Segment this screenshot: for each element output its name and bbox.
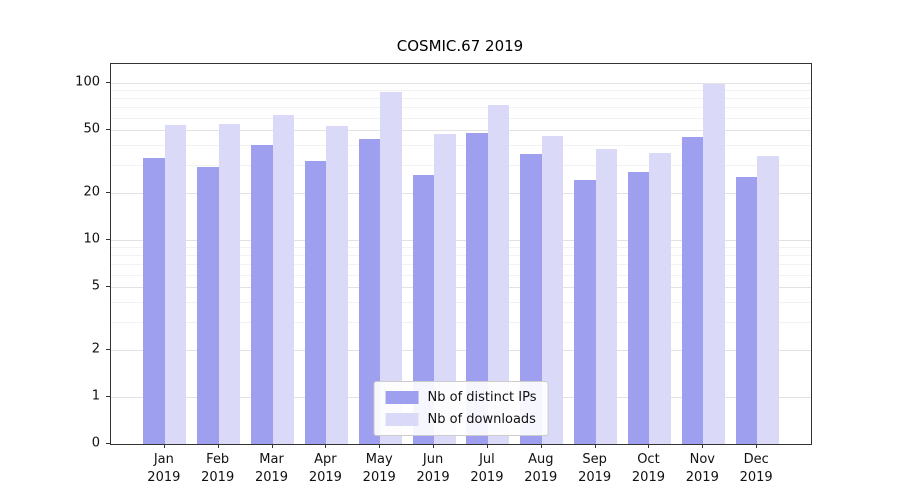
xtick-mark-may (379, 444, 381, 448)
ytick-label-50: 50 (83, 121, 100, 137)
ytick-label-20: 20 (83, 184, 100, 200)
xtick-label-oct: Oct 2019 (631, 452, 665, 485)
gridline-major-5 (111, 287, 811, 289)
xtick-label-aug: Aug 2019 (524, 452, 558, 485)
xtick-label-feb: Feb 2019 (201, 452, 235, 485)
legend-swatch-downloads (385, 413, 419, 426)
chart-title: COSMIC.67 2019 (396, 37, 524, 55)
gridline-major-20 (111, 192, 811, 194)
bar-downloads-feb (218, 123, 241, 444)
bar-distinct-ips-feb (197, 167, 219, 444)
xtick-mark-mar (271, 444, 273, 448)
xtick-mark-feb (217, 444, 219, 448)
ytick-mark-50 (106, 129, 110, 131)
ytick-label-2: 2 (91, 341, 100, 357)
gridline-minor-40 (111, 145, 811, 147)
xtick-mark-jan (163, 444, 165, 448)
bar-downloads-mar (272, 115, 295, 444)
legend: Nb of distinct IPs Nb of downloads (373, 381, 549, 436)
bar-downloads-nov (703, 84, 725, 444)
gridline-minor-80 (111, 98, 811, 100)
xtick-label-dec: Dec 2019 (739, 452, 773, 485)
gridline-minor-6 (111, 274, 811, 276)
xtick-mark-nov (702, 444, 704, 448)
bar-distinct-ips-nov (681, 137, 704, 444)
bar-distinct-ips-apr (304, 160, 327, 444)
bar-downloads-may (380, 91, 402, 444)
xtick-label-jan: Jan 2019 (147, 452, 181, 485)
xtick-mark-sep (594, 444, 596, 448)
legend-item-distinct-ips: Nb of distinct IPs (385, 390, 537, 405)
xtick-mark-oct (648, 444, 650, 448)
bar-distinct-ips-jun (412, 174, 435, 444)
bar-distinct-ips-aug (520, 154, 542, 444)
xtick-label-may: May 2019 (362, 452, 396, 485)
xtick-mark-aug (540, 444, 542, 448)
bar-downloads-jan (164, 124, 187, 444)
bar-downloads-dec (757, 156, 779, 444)
xtick-mark-jul (486, 444, 488, 448)
gridline-major-2 (111, 349, 811, 351)
gridline-major-100 (111, 82, 811, 84)
gridline-minor-90 (111, 90, 811, 92)
gridline-major-10 (111, 239, 811, 241)
legend-label-downloads: Nb of downloads (427, 412, 536, 427)
gridline-minor-3 (111, 321, 811, 323)
ytick-mark-5 (106, 286, 110, 288)
bar-downloads-jun (434, 134, 456, 444)
ytick-label-0: 0 (91, 435, 100, 451)
gridline-minor-4 (111, 302, 811, 304)
ytick-label-5: 5 (91, 278, 100, 294)
xtick-label-jun: Jun 2019 (416, 452, 450, 485)
xtick-mark-dec (756, 444, 758, 448)
bar-downloads-oct (649, 152, 671, 444)
ytick-mark-100 (106, 81, 110, 83)
xtick-label-mar: Mar 2019 (254, 452, 289, 485)
gridline-minor-8 (111, 255, 811, 257)
legend-swatch-distinct-ips (385, 391, 419, 404)
xtick-label-sep: Sep 2019 (578, 452, 612, 485)
bar-distinct-ips-mar (251, 145, 273, 444)
ytick-label-10: 10 (83, 231, 100, 247)
bar-downloads-aug (541, 135, 564, 444)
ytick-mark-10 (106, 238, 110, 240)
legend-label-distinct-ips: Nb of distinct IPs (427, 390, 537, 405)
bar-downloads-apr (326, 126, 348, 444)
xtick-label-apr: Apr 2019 (308, 452, 342, 485)
ytick-mark-1 (106, 395, 110, 397)
xtick-mark-jun (433, 444, 435, 448)
gridline-minor-9 (111, 247, 811, 249)
bar-downloads-jul (487, 105, 510, 444)
ytick-mark-0 (106, 443, 110, 444)
gridline-major-50 (111, 130, 811, 132)
xtick-label-nov: Nov 2019 (685, 452, 719, 485)
bar-distinct-ips-dec (735, 177, 758, 444)
gridline-minor-7 (111, 264, 811, 266)
bar-distinct-ips-sep (574, 180, 596, 444)
bar-distinct-ips-oct (627, 172, 650, 444)
gridline-minor-60 (111, 117, 811, 119)
ytick-label-1: 1 (91, 388, 100, 404)
bar-downloads-sep (595, 148, 618, 444)
ytick-label-100: 100 (75, 74, 100, 90)
bar-distinct-ips-jan (143, 158, 165, 444)
bar-distinct-ips-may (358, 138, 381, 444)
xtick-label-jul: Jul 2019 (470, 452, 504, 485)
legend-item-downloads: Nb of downloads (385, 412, 537, 427)
xtick-mark-apr (325, 444, 327, 448)
ytick-mark-20 (106, 191, 110, 193)
gridline-minor-30 (111, 164, 811, 166)
gridline-minor-70 (111, 107, 811, 109)
plot-area: Nb of distinct IPs Nb of downloads (110, 63, 812, 445)
bar-distinct-ips-jul (466, 132, 488, 444)
ytick-mark-2 (106, 348, 110, 350)
